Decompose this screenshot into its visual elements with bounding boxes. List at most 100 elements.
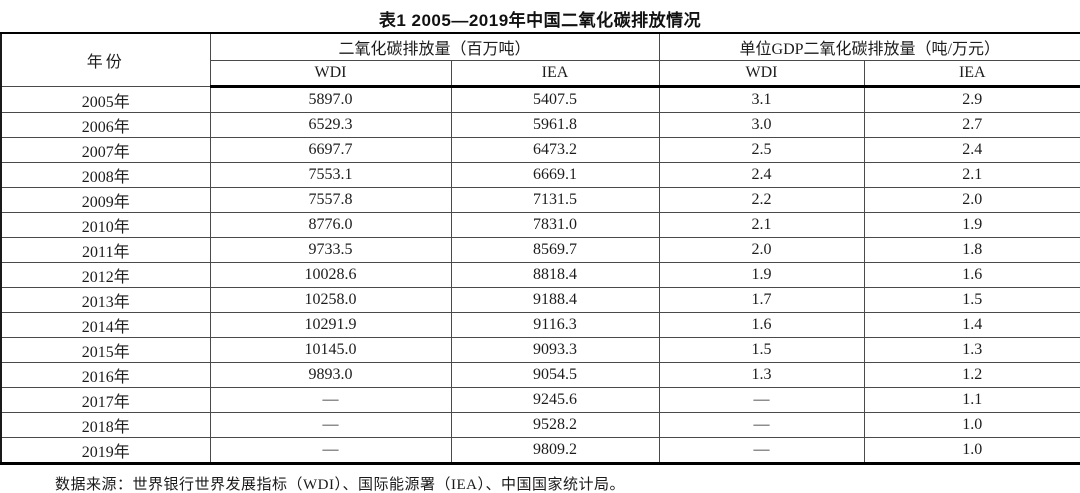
co2-iea-cell: 9188.4 [450, 287, 660, 313]
co2-wdi-cell: — [209, 437, 452, 464]
co2-iea-cell: 7831.0 [450, 212, 660, 238]
year-cell: 2005年 [0, 86, 211, 113]
intensity-wdi-cell: 2.0 [658, 237, 865, 263]
intensity-wdi-cell: 1.9 [658, 262, 865, 288]
intensity-wdi-cell: — [658, 412, 865, 438]
table-row: 2019年 —9809.2—1.0 [0, 437, 1080, 464]
co2-wdi-cell: 6697.7 [209, 137, 452, 163]
year-cell: 2016年 [0, 362, 211, 388]
year-cell: 2014年 [0, 312, 211, 338]
year-cell: 2013年 [0, 287, 211, 313]
intensity-iea-cell: 1.0 [863, 412, 1080, 438]
intensity-iea-cell: 2.9 [863, 86, 1080, 113]
intensity-wdi-cell: 1.7 [658, 287, 865, 313]
subheader-intensity-iea: IEA [863, 60, 1080, 88]
table-body: 2005年 5897.0 5407.5 3.1 2.9 2006年 6529.3 5961.8… [0, 86, 1080, 464]
co2-iea-cell: 6669.1 [450, 162, 660, 188]
co2-iea-cell: 9116.3 [450, 312, 660, 338]
co2-wdi-cell: 8776.0 [209, 212, 452, 238]
table-row: 2016年 9893.0 9054.5 1.3 1.2 [0, 362, 1080, 388]
intensity-iea-cell: 1.6 [863, 262, 1080, 288]
intensity-iea-cell: 1.4 [863, 312, 1080, 338]
intensity-wdi-cell: 2.2 [658, 187, 865, 213]
co2-iea-cell: 8569.7 [450, 237, 660, 263]
intensity-iea-cell: 1.8 [863, 237, 1080, 263]
intensity-iea-cell: 2.7 [863, 112, 1080, 138]
table-row: 2015年 10145.0 9093.3 1.5 1.3 [0, 337, 1080, 363]
table-row: 2010年 8776.0 7831.0 2.1 1.9 [0, 212, 1080, 238]
table-row: 2018年 —9528.2—1.0 [0, 412, 1080, 438]
co2-iea-cell: 6473.2 [450, 137, 660, 163]
table-row: 2014年 10291.9 9116.3 1.6 1.4 [0, 312, 1080, 338]
year-cell: 2010年 [0, 212, 211, 238]
year-cell: 2007年 [0, 137, 211, 163]
co2-iea-cell: 9054.5 [450, 362, 660, 388]
co2-iea-cell: 9528.2 [450, 412, 660, 438]
table-title: 表1 2005—2019年中国二氧化碳排放情况 [378, 11, 702, 30]
co2-iea-cell: 9809.2 [450, 437, 660, 464]
co2-iea-cell: 5407.5 [450, 86, 660, 113]
table-row: 2009年 7557.8 7131.5 2.2 2.0 [0, 187, 1080, 213]
table-row: 2005年 5897.0 5407.5 3.1 2.9 [0, 86, 1080, 113]
year-column-header: 年份 [0, 32, 211, 87]
intensity-wdi-cell: — [658, 437, 865, 464]
co2-iea-cell: 9245.6 [450, 387, 660, 413]
co2-wdi-cell: 7557.8 [209, 187, 452, 213]
year-cell: 2018年 [0, 412, 211, 438]
year-cell: 2019年 [0, 437, 211, 464]
co2-iea-cell: 5961.8 [450, 112, 660, 138]
subheader-emissions-iea: IEA [450, 60, 660, 88]
intensity-iea-cell: 2.0 [863, 187, 1080, 213]
subheader-emissions-wdi: WDI [209, 60, 452, 88]
co2-wdi-cell: 9733.5 [209, 237, 452, 263]
table-row: 2011年 9733.5 8569.7 2.0 1.8 [0, 237, 1080, 263]
year-cell: 2009年 [0, 187, 211, 213]
subheader-intensity-wdi: WDI [658, 60, 865, 88]
intensity-iea-cell: 2.1 [863, 162, 1080, 188]
table-row: 2006年 6529.3 5961.8 3.0 2.7 [0, 112, 1080, 138]
header-group-row: 年份 二氧化碳排放量（百万吨） 单位GDP二氧化碳排放量（吨/万元） [0, 32, 1080, 87]
table-row: 2013年 10258.0 9188.4 1.7 1.5 [0, 287, 1080, 313]
intensity-wdi-cell: 1.3 [658, 362, 865, 388]
co2-iea-cell: 9093.3 [450, 337, 660, 363]
intensity-wdi-cell: 2.1 [658, 212, 865, 238]
intensity-iea-cell: 1.1 [863, 387, 1080, 413]
table-header: 年份 二氧化碳排放量（百万吨） 单位GDP二氧化碳排放量（吨/万元） WDI I… [0, 32, 1080, 88]
intensity-iea-cell: 1.9 [863, 212, 1080, 238]
intensity-wdi-cell: 2.5 [658, 137, 865, 163]
year-cell: 2006年 [0, 112, 211, 138]
group-header-co2-emissions: 二氧化碳排放量（百万吨） [209, 32, 660, 61]
intensity-iea-cell: 1.0 [863, 437, 1080, 464]
emissions-table: 年份 二氧化碳排放量（百万吨） 单位GDP二氧化碳排放量（吨/万元） WDI I… [0, 32, 1080, 465]
co2-wdi-cell: 10291.9 [209, 312, 452, 338]
intensity-wdi-cell: 2.4 [658, 162, 865, 188]
co2-iea-cell: 8818.4 [450, 262, 660, 288]
co2-wdi-cell: — [209, 387, 452, 413]
co2-iea-cell: 7131.5 [450, 187, 660, 213]
data-source-note: 数据来源：世界银行世界发展指标（WDI）、国际能源署（IEA）、中国国家统计局。 [55, 477, 625, 493]
co2-wdi-cell: 7553.1 [209, 162, 452, 188]
co2-wdi-cell: 6529.3 [209, 112, 452, 138]
table-row: 2017年 —9245.6—1.1 [0, 387, 1080, 413]
intensity-wdi-cell: — [658, 387, 865, 413]
intensity-wdi-cell: 1.6 [658, 312, 865, 338]
co2-wdi-cell: 10028.6 [209, 262, 452, 288]
intensity-wdi-cell: 3.1 [658, 86, 865, 113]
year-cell: 2015年 [0, 337, 211, 363]
intensity-iea-cell: 1.2 [863, 362, 1080, 388]
year-cell: 2008年 [0, 162, 211, 188]
co2-wdi-cell: — [209, 412, 452, 438]
group-header-co2-per-gdp: 单位GDP二氧化碳排放量（吨/万元） [658, 32, 1080, 61]
intensity-wdi-cell: 3.0 [658, 112, 865, 138]
co2-wdi-cell: 5897.0 [209, 86, 452, 113]
co2-wdi-cell: 10258.0 [209, 287, 452, 313]
header-sub-row: WDI IEA WDI IEA [1, 60, 1080, 88]
co2-wdi-cell: 9893.0 [209, 362, 452, 388]
intensity-iea-cell: 1.3 [863, 337, 1080, 363]
year-cell: 2012年 [0, 262, 211, 288]
year-cell: 2017年 [0, 387, 211, 413]
table-row: 2012年 10028.6 8818.4 1.9 1.6 [0, 262, 1080, 288]
intensity-wdi-cell: 1.5 [658, 337, 865, 363]
table-row: 2008年 7553.1 6669.1 2.4 2.1 [0, 162, 1080, 188]
